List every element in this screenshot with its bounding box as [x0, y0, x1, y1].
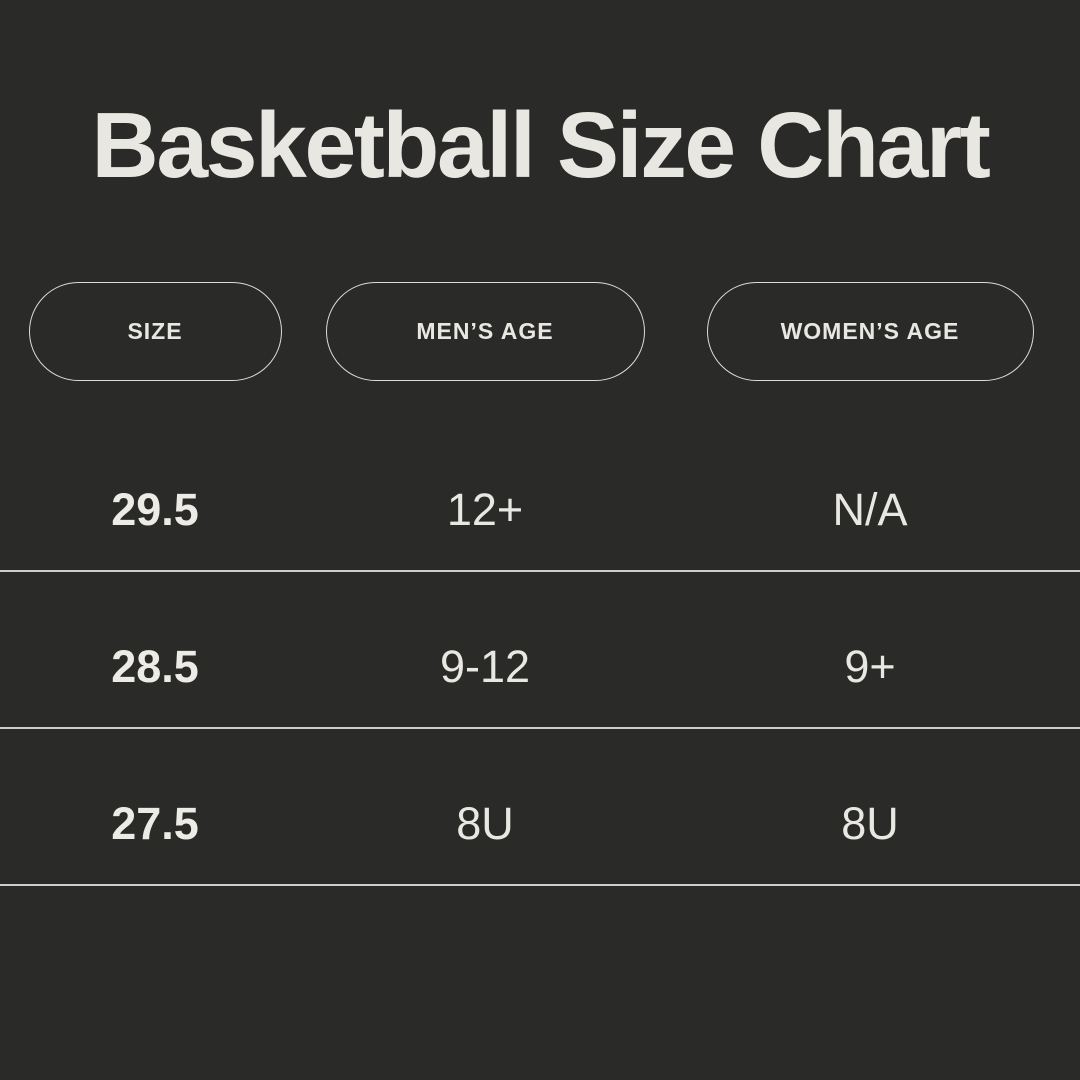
cell-womens-age: 9+ [844, 640, 896, 692]
header-cell-womens-age: WOMEN’S AGE [660, 282, 1080, 382]
cell-mens-age: 8U [456, 797, 514, 849]
cell-mens-age: 12+ [446, 483, 524, 535]
cell-womens-age: 8U [841, 797, 899, 849]
cell-size: 29.5 [111, 483, 199, 535]
column-header-label-size: SIZE [127, 318, 183, 345]
table-header-row: SIZE MEN’S AGE WOMEN’S AGE [0, 282, 1080, 382]
column-header-pill-size: SIZE [28, 282, 282, 382]
table-row: 27.5 8U 8U [0, 729, 1080, 887]
table-row: 29.5 12+ N/A [0, 415, 1080, 573]
column-header-pill-mens-age: MEN’S AGE [325, 282, 645, 382]
table-row: 28.5 9-12 9+ [0, 572, 1080, 730]
column-header-label-mens-age: MEN’S AGE [416, 318, 554, 345]
column-header-label-womens-age: WOMEN’S AGE [780, 318, 960, 345]
cell-mens-age: 9-12 [439, 640, 531, 692]
column-header-pill-womens-age: WOMEN’S AGE [706, 282, 1034, 382]
header-cell-size: SIZE [0, 282, 310, 382]
cell-size: 27.5 [111, 797, 199, 849]
page-title: Basketball Size Chart [91, 93, 990, 197]
cell-womens-age: N/A [832, 483, 908, 535]
header-cell-mens-age: MEN’S AGE [310, 282, 660, 382]
size-table: 29.5 12+ N/A 28.5 9-12 9+ 27.5 8U 8U [0, 415, 1080, 887]
cell-size: 28.5 [111, 640, 199, 692]
